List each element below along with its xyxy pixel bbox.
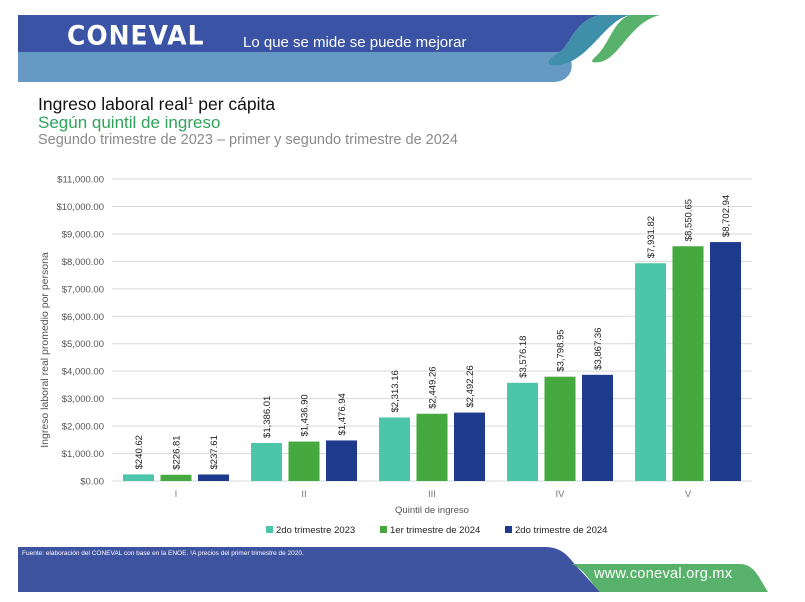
bar bbox=[251, 442, 282, 481]
y-tick-label: $0.00 bbox=[80, 477, 104, 488]
source-note: Fuente: elaboración del CONEVAL con base… bbox=[22, 550, 304, 557]
data-label: $2,492.26 bbox=[465, 365, 476, 407]
bar bbox=[379, 417, 410, 481]
bar bbox=[198, 474, 229, 481]
data-label: $3,867.36 bbox=[593, 328, 604, 370]
bar bbox=[507, 382, 538, 481]
bar bbox=[454, 412, 485, 481]
title-footnote-mark: 1 bbox=[187, 96, 194, 107]
legend-label: 1er trimestre de 2024 bbox=[390, 525, 480, 536]
data-label: $3,798.95 bbox=[556, 329, 567, 371]
y-tick-label: $5,000.00 bbox=[62, 339, 104, 350]
data-label: $3,576.18 bbox=[518, 336, 529, 378]
chart-subtitle: Según quintil de ingreso bbox=[38, 113, 221, 132]
chart-period: Segundo trimestre de 2023 – primer y seg… bbox=[38, 132, 458, 148]
footer-banner: Fuente: elaboración del CONEVAL con base… bbox=[0, 540, 805, 602]
y-tick-label: $8,000.00 bbox=[62, 257, 104, 268]
bar bbox=[160, 474, 192, 481]
y-tick-label: $6,000.00 bbox=[62, 312, 104, 323]
coneval-logo: CONEVAL bbox=[67, 20, 205, 51]
y-tick-label: $2,000.00 bbox=[62, 422, 104, 433]
bar bbox=[635, 263, 666, 481]
bar bbox=[544, 376, 576, 481]
website-link[interactable]: www.coneval.org.mx bbox=[594, 566, 733, 582]
legend-swatch bbox=[380, 526, 387, 533]
x-tick-label: V bbox=[685, 489, 692, 500]
bar bbox=[326, 440, 357, 481]
y-tick-label: $7,000.00 bbox=[62, 284, 104, 295]
data-label: $2,449.26 bbox=[428, 366, 439, 408]
legend-swatch bbox=[505, 526, 512, 533]
bar bbox=[123, 474, 154, 481]
footer-background bbox=[18, 547, 768, 592]
chart-titles: Ingreso laboral real1 per cápita Según q… bbox=[38, 92, 458, 149]
legend-label: 2do trimestre 2023 bbox=[276, 525, 355, 536]
title-suffix: per cápita bbox=[193, 94, 276, 114]
legend-label: 2do trimestre de 2024 bbox=[515, 525, 607, 536]
bar bbox=[672, 246, 704, 481]
bar bbox=[288, 441, 320, 481]
data-label: $1,386.01 bbox=[262, 396, 273, 438]
y-tick-label: $1,000.00 bbox=[62, 449, 104, 460]
legend-swatch bbox=[266, 526, 273, 533]
y-tick-label: $10,000.00 bbox=[56, 202, 104, 213]
y-tick-label: $4,000.00 bbox=[62, 367, 104, 378]
x-tick-label: II bbox=[301, 489, 306, 500]
data-label: $7,931.82 bbox=[646, 216, 657, 258]
bar bbox=[582, 374, 613, 481]
bar bbox=[710, 242, 741, 481]
bar-chart: $0.00 $1,000.00 $2,000.00 $3,000.00 $4,000.0… bbox=[39, 175, 752, 536]
title-text: Ingreso laboral real bbox=[38, 94, 188, 114]
x-tick-label: III bbox=[428, 489, 436, 500]
y-axis-label: Ingreso laboral real promedio por person… bbox=[39, 252, 51, 448]
data-label: $2,313.16 bbox=[390, 370, 401, 412]
bar bbox=[416, 413, 448, 481]
data-label: $240.62 bbox=[134, 435, 145, 469]
header-tagline: Lo que se mide se puede mejorar bbox=[243, 34, 467, 51]
y-tick-label: $9,000.00 bbox=[62, 229, 104, 240]
data-label: $8,702.94 bbox=[721, 195, 732, 237]
y-tick-label: $11,000.00 bbox=[57, 175, 104, 186]
chart-title: Ingreso laboral real1 per cápita bbox=[38, 92, 458, 114]
data-label: $1,476.94 bbox=[337, 393, 348, 435]
header-banner: CONEVAL Lo que se mide se puede mejorar bbox=[0, 0, 805, 90]
x-tick-label: I bbox=[175, 489, 178, 500]
data-label: $8,550.65 bbox=[684, 199, 695, 241]
x-axis-label: Quintil de ingreso bbox=[395, 505, 469, 516]
data-label: $226.81 bbox=[172, 435, 183, 469]
x-tick-label: IV bbox=[556, 489, 566, 500]
header-background bbox=[18, 15, 660, 82]
data-label: $237.61 bbox=[209, 435, 220, 469]
y-tick-label: $3,000.00 bbox=[62, 394, 104, 405]
data-label: $1,436.90 bbox=[300, 394, 311, 436]
